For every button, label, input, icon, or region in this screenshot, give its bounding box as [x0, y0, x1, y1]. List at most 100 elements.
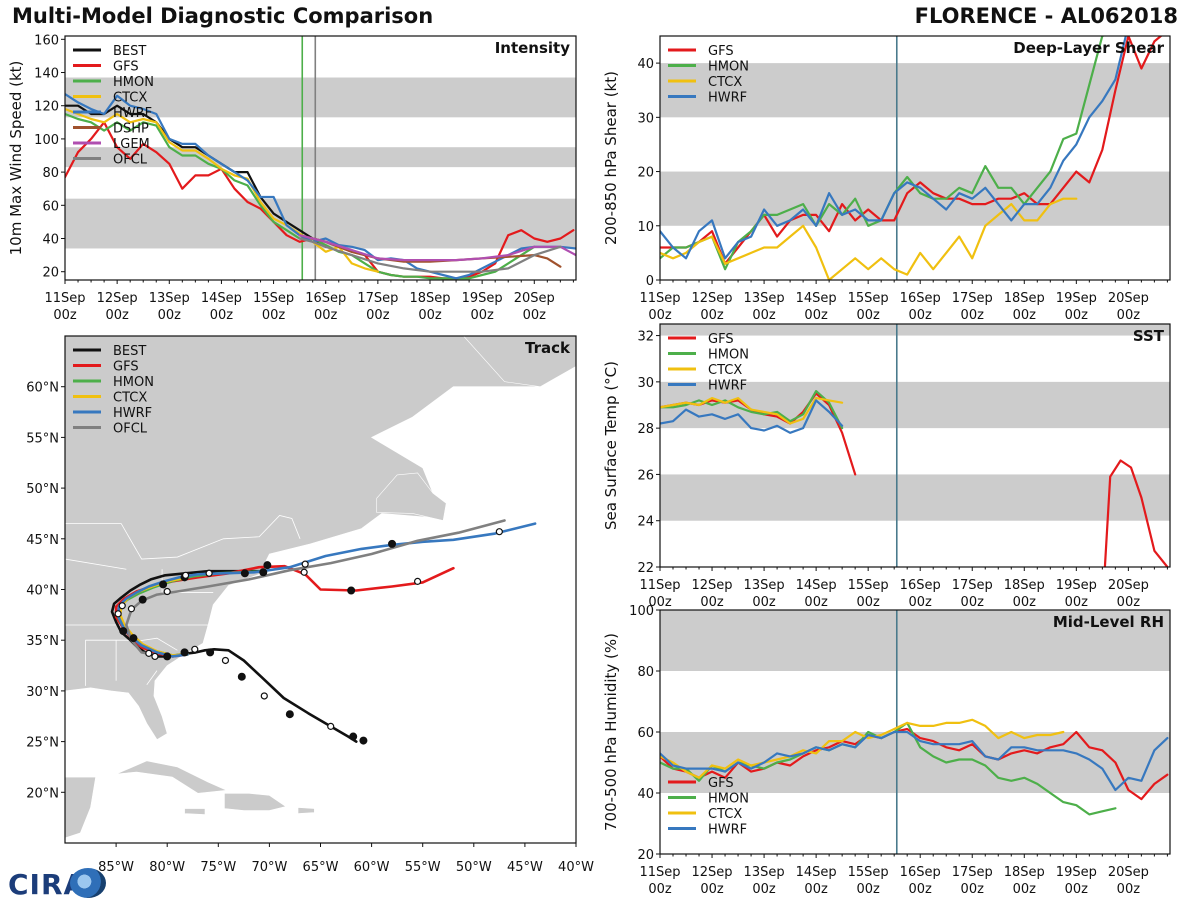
intensity-xtick-day-4: 15Sep	[253, 291, 294, 306]
track-title: Track	[525, 339, 571, 357]
rh-xtick-hour-0: 00z	[648, 882, 672, 897]
sst-ytick-label-2: 26	[637, 468, 654, 483]
sst-ytick-label-0: 22	[637, 561, 654, 576]
track-marker-27	[300, 568, 308, 576]
intensity-ytick-label-5: 120	[34, 100, 59, 115]
rh-xtick-hour-6: 00z	[961, 882, 985, 897]
track-legend-label-ctcx: CTCX	[113, 391, 147, 406]
track-ytick-label-4: 40°N	[26, 584, 59, 599]
shear-xtick-day-2: 13Sep	[744, 291, 785, 306]
track-marker-19	[159, 580, 168, 589]
shear-series-ctcx-2	[660, 197, 1078, 280]
shear-xtick-day-7: 18Sep	[1004, 291, 1045, 306]
intensity-xtick-day-5: 16Sep	[305, 291, 346, 306]
sst-xtick-day-1: 12Sep	[692, 578, 733, 593]
land-polygon-7	[65, 776, 97, 839]
track-ytick-label-8: 60°N	[26, 381, 59, 396]
rh-title: Mid-Level RH	[1053, 613, 1164, 631]
rh-xtick-day-2: 13Sep	[744, 865, 785, 880]
track-marker-5	[237, 672, 246, 681]
intensity-xtick-hour-5: 00z	[314, 308, 338, 323]
intensity-legend-label-lgem: LGEM	[113, 137, 150, 152]
intensity-frame	[64, 35, 577, 281]
shear-xtick-day-6: 17Sep	[952, 291, 993, 306]
sst-band-2	[660, 324, 1170, 336]
shear-ytick-label-4: 40	[637, 57, 654, 72]
shear-xtick-day-3: 14Sep	[796, 291, 837, 306]
shear-plot-area	[660, 36, 1170, 280]
intensity-xtick-hour-8: 00z	[470, 308, 494, 323]
shear-xtick-hour-4: 00z	[856, 308, 880, 323]
rh-xtick-day-8: 19Sep	[1056, 865, 1097, 880]
intensity-ytick-label-2: 60	[42, 199, 59, 214]
sst-xtick-day-5: 16Sep	[900, 578, 941, 593]
shear-xtick-day-8: 19Sep	[1056, 291, 1097, 306]
shear-frame	[659, 35, 1171, 281]
sst-ytick-label-3: 28	[637, 422, 654, 437]
track-marker-25	[259, 568, 268, 577]
shear-ytick-label-3: 30	[637, 111, 654, 126]
track-marker-1	[349, 732, 358, 741]
land-polygon-6	[184, 808, 206, 815]
intensity-ytick-label-1: 40	[42, 233, 59, 248]
intensity-series-ctcx-3	[65, 107, 379, 273]
intensity-legend-label-hwrf: HWRF	[113, 106, 152, 121]
shear-xtick-day-1: 12Sep	[692, 291, 733, 306]
rh-legend-label-gfs: GFS	[708, 776, 734, 791]
storm-id: FLORENCE - AL062018	[914, 4, 1178, 28]
track-panel: Track 20°N 25°N 30°N 35°N 40°N 45°N 50°N 55°N 60°…	[26, 335, 594, 875]
sst-xtick-hour-4: 00z	[856, 595, 880, 610]
rh-xtick-hour-3: 00z	[804, 882, 828, 897]
sst-xtick-hour-1: 00z	[700, 595, 724, 610]
land-polygon-0	[65, 336, 576, 740]
track-marker-4	[260, 692, 268, 700]
track-plot-area	[65, 336, 576, 843]
intensity-plot-area	[65, 36, 576, 280]
track-marker-3	[285, 710, 294, 719]
shear-legend-label-hmon: HMON	[708, 60, 749, 75]
shear-xtick-day-4: 15Sep	[848, 291, 889, 306]
shear-legend-label-gfs: GFS	[708, 44, 734, 59]
rh-plot-area	[660, 610, 1170, 854]
track-marker-31	[388, 539, 397, 548]
track-marker-10	[163, 652, 172, 661]
track-legend-label-ofcl: OFCL	[113, 422, 148, 437]
intensity-xtick-day-7: 18Sep	[409, 291, 450, 306]
rh-ytick-label-0: 20	[637, 848, 654, 863]
track-marker-8	[191, 645, 199, 653]
rh-xtick-day-6: 17Sep	[952, 865, 993, 880]
sst-xtick-day-8: 19Sep	[1056, 578, 1097, 593]
sst-legend-label-hmon: HMON	[708, 348, 749, 363]
rh-legend-label-ctcx: CTCX	[708, 807, 742, 822]
sst-series-ctcx-3	[660, 397, 844, 425]
sst-series-gfs-1	[1103, 459, 1169, 567]
track-marker-12	[145, 649, 153, 657]
intensity-series-lgem-6	[298, 234, 576, 262]
shear-band-0	[660, 171, 1170, 226]
track-marker-11	[151, 652, 159, 661]
track-ytick-label-3: 35°N	[26, 634, 59, 649]
track-marker-20	[163, 587, 171, 596]
sst-xtick-day-0: 11Sep	[639, 578, 680, 593]
shear-xtick-day-9: 20Sep	[1108, 291, 1149, 306]
track-marker-15	[114, 610, 122, 618]
shear-ylabel: 200-850 hPa Shear (kt)	[602, 71, 620, 245]
track-legend-label-best: BEST	[113, 344, 146, 359]
intensity-xtick-hour-7: 00z	[418, 308, 442, 323]
sst-xtick-day-2: 13Sep	[744, 578, 785, 593]
intensity-ytick-label-7: 160	[34, 33, 59, 48]
track-marker-0	[359, 736, 368, 745]
rh-xtick-hour-2: 00z	[752, 882, 776, 897]
intensity-xtick-day-1: 12Sep	[97, 291, 138, 306]
intensity-ytick-label-0: 20	[42, 266, 59, 281]
sst-xtick-hour-0: 00z	[648, 595, 672, 610]
rh-series-hwrf-3	[660, 730, 1169, 792]
map-border-8	[146, 670, 158, 686]
shear-xtick-day-0: 11Sep	[639, 291, 680, 306]
track-xtick-label-0: 85°W	[98, 860, 134, 875]
rh-xtick-day-3: 14Sep	[796, 865, 837, 880]
track-marker-32	[495, 528, 503, 536]
track-marker-7	[206, 648, 215, 657]
track-marker-16	[118, 602, 126, 610]
rh-xtick-hour-7: 00z	[1013, 882, 1037, 897]
